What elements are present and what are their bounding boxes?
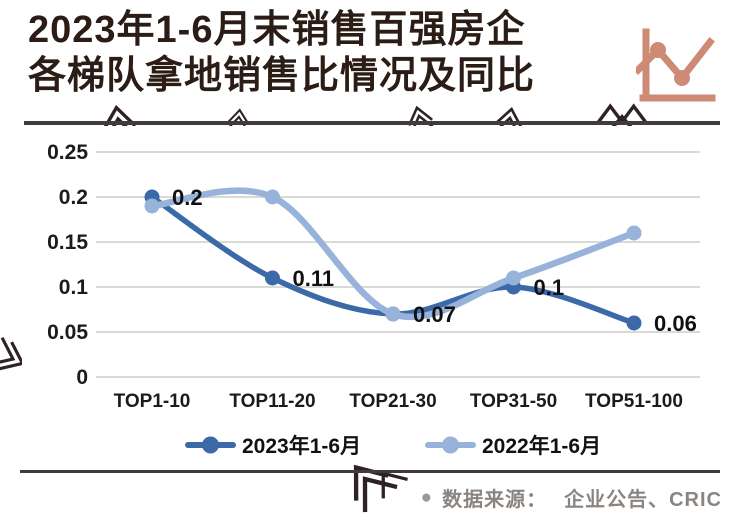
x-axis-tick-label: TOP31-50 bbox=[470, 391, 557, 412]
y-axis-tick-label: 0 bbox=[76, 366, 88, 389]
data-point-2022年1-6月 bbox=[265, 189, 280, 205]
footer-divider bbox=[20, 470, 720, 473]
y-axis-tick-label: 0.05 bbox=[47, 321, 88, 344]
y-axis-tick-label: 0.15 bbox=[47, 231, 88, 254]
data-point-2023年1-6月 bbox=[626, 315, 642, 331]
x-axis-tick-label: TOP51-100 bbox=[585, 391, 683, 412]
watermark-fragment-icon bbox=[381, 471, 408, 499]
page-title-line2: 各梯队拿地销售比情况及同比 bbox=[28, 54, 536, 97]
data-point-label: 0.07 bbox=[413, 302, 456, 327]
legend-marker-dot bbox=[442, 436, 459, 454]
x-axis-tick-label: TOP1-10 bbox=[114, 391, 191, 412]
chart-panel bbox=[22, 126, 719, 458]
title-divider bbox=[24, 121, 720, 125]
line-chart-icon bbox=[636, 28, 716, 102]
y-axis-tick-label: 0.2 bbox=[59, 186, 88, 209]
x-axis-tick-label: TOP11-20 bbox=[229, 391, 315, 412]
legend-marker-dot bbox=[202, 436, 219, 454]
bullet-icon: ● bbox=[420, 487, 434, 508]
data-source-label: 数据来源： bbox=[442, 489, 548, 511]
data-source-value: 企业公告、CRIC bbox=[564, 489, 722, 511]
legend-label: 2022年1-6月 bbox=[482, 434, 601, 458]
data-point-label: 0.06 bbox=[654, 311, 697, 336]
data-point-label: 0.11 bbox=[293, 266, 335, 291]
data-point-2022年1-6月 bbox=[506, 270, 521, 286]
x-axis-tick-label: TOP21-30 bbox=[349, 391, 436, 412]
page-title-line1: 2023年1-6月末销售百强房企 bbox=[28, 9, 526, 51]
data-point-2022年1-6月 bbox=[144, 198, 160, 214]
data-source: ● 数据来源： 企业公告、CRIC bbox=[421, 483, 722, 512]
data-point-2022年1-6月 bbox=[385, 306, 401, 322]
y-axis-tick-label: 0.1 bbox=[59, 276, 89, 299]
data-point-label: 0.1 bbox=[534, 275, 565, 300]
data-point-label: 0.2 bbox=[172, 185, 203, 210]
y-axis-tick-label: 0.25 bbox=[47, 141, 88, 164]
data-point-2022年1-6月 bbox=[626, 225, 642, 241]
data-point-2023年1-6月 bbox=[265, 270, 280, 286]
page-title: 2023年1-6月末销售百强房企 各梯队拿地销售比情况及同比 bbox=[28, 8, 535, 99]
legend-label: 2023年1-6月 bbox=[242, 434, 361, 458]
